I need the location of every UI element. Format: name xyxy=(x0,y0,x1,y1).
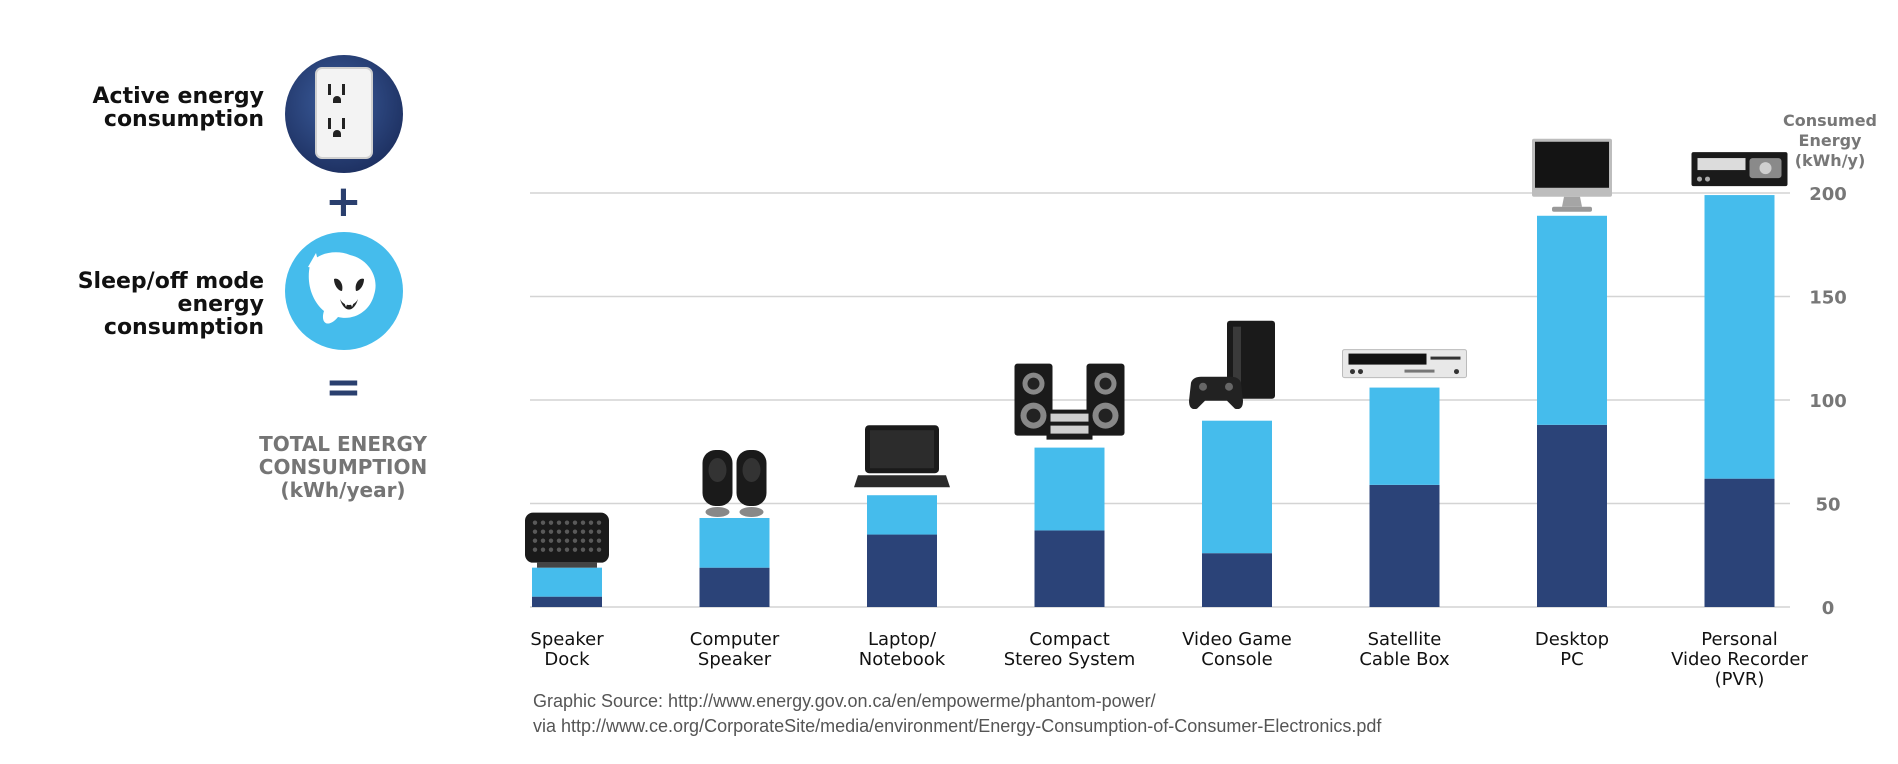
pvr-recorder-icon xyxy=(1691,152,1788,187)
bar-sleep-segment xyxy=(1369,387,1440,485)
x-category-label: Notebook xyxy=(859,649,946,670)
y-tick-label: 150 xyxy=(1809,288,1847,309)
plus-sign: + xyxy=(325,176,362,227)
bar-active-segment xyxy=(1704,478,1775,607)
graphic-source: Graphic Source: http://www.energy.gov.on… xyxy=(533,689,1381,739)
bar-active-segment xyxy=(532,596,602,607)
y-axis-title: Consumed xyxy=(1783,111,1877,130)
laptop-icon xyxy=(854,425,950,488)
outlet-badge xyxy=(285,55,403,173)
x-category-label: Compact xyxy=(1029,629,1110,650)
x-category-label: Speaker xyxy=(698,649,772,670)
vampire-ghost-icon xyxy=(308,252,376,324)
equals-sign: = xyxy=(325,362,362,413)
bar-sleep-segment xyxy=(867,495,937,535)
vampire-badge xyxy=(285,232,403,350)
total-line-1: TOTAL ENERGY xyxy=(259,432,427,456)
bar-sleep-segment xyxy=(1704,195,1775,479)
x-category-label: Speaker xyxy=(530,629,604,650)
bar-active-segment xyxy=(1202,553,1272,607)
electrical-outlet-icon xyxy=(315,67,373,159)
bar-sleep-segment xyxy=(1202,420,1272,554)
sleep-energy-label: Sleep/off mode energy consumption xyxy=(77,269,264,340)
x-category-label: Satellite xyxy=(1368,629,1442,650)
bar-active-segment xyxy=(1537,424,1607,607)
total-line-2: CONSUMPTION xyxy=(258,455,428,479)
y-axis-title: (kWh/y) xyxy=(1795,151,1866,170)
bar-sleep-segment xyxy=(1034,447,1105,531)
bar-active-segment xyxy=(1369,484,1440,607)
y-tick-label: 100 xyxy=(1809,391,1847,412)
x-category-label: Dock xyxy=(544,649,590,670)
source-line-2: via http://www.ce.org/CorporateSite/medi… xyxy=(533,716,1382,736)
active-energy-label: Active energy consumption xyxy=(92,84,265,132)
bar-active-segment xyxy=(699,567,770,607)
bar-sleep-segment xyxy=(532,567,602,597)
y-tick-label: 0 xyxy=(1822,598,1835,619)
speaker-dock-icon xyxy=(525,512,609,568)
bar-active-segment xyxy=(1034,530,1105,607)
x-category-label: (PVR) xyxy=(1715,669,1765,690)
x-category-label: Cable Box xyxy=(1359,649,1450,670)
y-tick-label: 200 xyxy=(1809,184,1847,205)
x-category-label: Personal xyxy=(1701,629,1778,650)
game-console-icon xyxy=(1189,320,1275,410)
source-line-1: Graphic Source: http://www.energy.gov.on… xyxy=(533,691,1156,711)
total-line-3: (kWh/year) xyxy=(280,478,406,502)
y-tick-label: 50 xyxy=(1815,495,1840,516)
x-category-label: Video Game xyxy=(1182,629,1292,650)
bar-sleep-segment xyxy=(699,517,770,568)
y-axis-title: Energy xyxy=(1799,131,1863,150)
bar-sleep-segment xyxy=(1537,215,1607,425)
x-category-label: Console xyxy=(1201,649,1272,670)
x-category-label: Laptop/ xyxy=(868,629,937,650)
desktop-monitor-icon xyxy=(1532,138,1612,212)
x-category-label: PC xyxy=(1560,649,1583,670)
cable-box-icon xyxy=(1342,349,1467,379)
bar-active-segment xyxy=(867,534,937,607)
x-category-label: Desktop xyxy=(1535,629,1609,650)
x-category-label: Video Recorder xyxy=(1671,649,1808,670)
total-energy-label: TOTAL ENERGY CONSUMPTION (kWh/year) xyxy=(233,433,453,502)
computer-speakers-icon xyxy=(702,449,767,517)
x-category-label: Computer xyxy=(690,629,780,650)
stereo-system-icon xyxy=(1014,363,1125,440)
x-category-label: Stereo System xyxy=(1004,649,1136,670)
